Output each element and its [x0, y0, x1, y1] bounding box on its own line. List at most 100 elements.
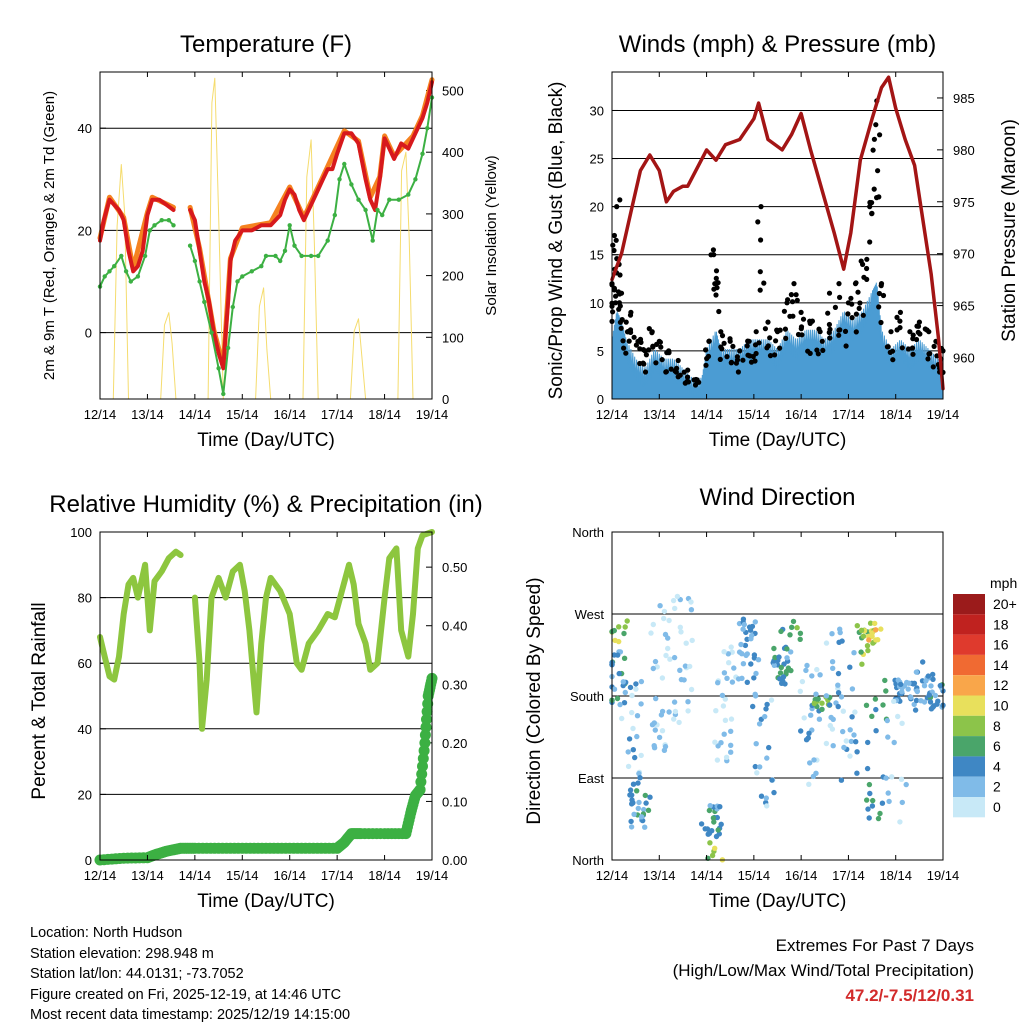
direction-point — [741, 621, 747, 628]
rh-line — [191, 529, 435, 732]
direction-point — [908, 694, 914, 701]
direction-point — [658, 712, 665, 718]
direction-point — [718, 740, 724, 746]
gust-max-point — [784, 300, 790, 306]
legend-swatch — [953, 654, 985, 676]
y-tick-label: 0 — [597, 392, 604, 407]
direction-point — [619, 715, 625, 722]
x-axis-title: Time (Day/UTC) — [197, 891, 335, 912]
gust-max-point — [845, 300, 852, 306]
direction-point — [827, 722, 833, 729]
direction-point — [790, 618, 797, 625]
direction-point — [689, 637, 695, 644]
gust-point — [762, 326, 769, 332]
direction-point — [865, 806, 871, 812]
direction-point — [707, 840, 713, 846]
direction-point — [866, 781, 873, 788]
direction-point — [762, 713, 768, 720]
gust-max-point — [826, 290, 833, 296]
gust-point — [617, 197, 623, 203]
gust-point — [836, 332, 842, 338]
direction-point — [638, 814, 645, 820]
direction-point — [879, 800, 886, 806]
direction-point — [864, 797, 870, 803]
x-tick-label: 17/14 — [321, 868, 354, 883]
gust-point — [631, 334, 637, 340]
gust-point — [876, 304, 882, 310]
direction-point — [911, 701, 917, 708]
direction-point — [783, 668, 790, 675]
y-tick-label: 40 — [78, 121, 92, 136]
direction-point — [841, 744, 847, 751]
legend-label: 4 — [993, 758, 1001, 774]
direction-point — [898, 776, 905, 782]
legend-swatch — [953, 736, 985, 757]
gust-point — [611, 285, 618, 291]
direction-point — [742, 642, 749, 649]
x-tick-label: 14/14 — [690, 407, 723, 422]
direction-point — [899, 689, 905, 695]
x-axis-title: Time (Day/UTC) — [709, 430, 847, 451]
direction-point — [728, 716, 735, 722]
gust-point — [869, 200, 875, 206]
direction-point — [784, 655, 790, 661]
direction-point — [683, 640, 689, 646]
direction-point — [616, 670, 622, 677]
direction-point — [633, 686, 639, 692]
y2-tick-label: 970 — [953, 247, 975, 262]
y-tick-label: 15 — [590, 248, 604, 263]
x-tick-label: 13/14 — [131, 407, 164, 422]
gust-point — [910, 351, 916, 357]
gust-point — [820, 347, 826, 353]
y-tick-label: 80 — [78, 591, 92, 606]
direction-point — [688, 686, 695, 693]
gust-point — [772, 352, 778, 358]
gust-point — [856, 305, 862, 311]
direction-point — [829, 659, 836, 665]
direction-point — [913, 669, 920, 675]
direction-point — [875, 815, 882, 822]
direction-point — [651, 745, 658, 751]
direction-point — [768, 697, 775, 703]
gust-point — [728, 359, 735, 365]
direction-point — [813, 691, 819, 697]
gust-point — [848, 295, 854, 301]
direction-point — [736, 649, 743, 655]
legend-swatch — [953, 756, 985, 777]
gust-point — [752, 358, 758, 364]
direction-point — [678, 629, 684, 635]
gust-max-point — [706, 338, 712, 344]
direction-point — [627, 787, 634, 793]
gust-point — [611, 247, 617, 254]
x-tick-label: 17/14 — [321, 407, 354, 422]
gust-point — [730, 343, 736, 349]
direction-point — [817, 672, 823, 678]
gust-point — [925, 356, 931, 362]
gust-point — [871, 186, 877, 192]
direction-point — [835, 682, 841, 688]
temp-2m-line — [188, 80, 434, 371]
direction-point — [869, 803, 876, 809]
direction-point — [930, 671, 936, 678]
direction-point — [858, 649, 864, 655]
precip-point — [420, 721, 432, 733]
direction-point — [728, 644, 734, 650]
x-tick-label: 14/14 — [179, 407, 212, 422]
gust-point — [782, 326, 789, 332]
gust-point — [642, 369, 649, 375]
y-tick-label: East — [578, 771, 604, 786]
direction-point — [873, 637, 879, 643]
direction-point — [721, 731, 727, 737]
gust-point — [724, 354, 730, 360]
elevation-text: Station elevation: 298.948 m — [30, 945, 214, 962]
direction-point — [630, 781, 637, 787]
y-tick-label: 20 — [78, 223, 92, 238]
direction-point — [753, 670, 759, 677]
y-axis-title: Sonic/Prop Wind & Gust (Blue, Black) — [546, 82, 567, 400]
direction-point — [830, 743, 836, 749]
direction-point — [632, 754, 638, 761]
y-tick-label: 25 — [590, 152, 604, 167]
direction-point — [898, 681, 904, 688]
